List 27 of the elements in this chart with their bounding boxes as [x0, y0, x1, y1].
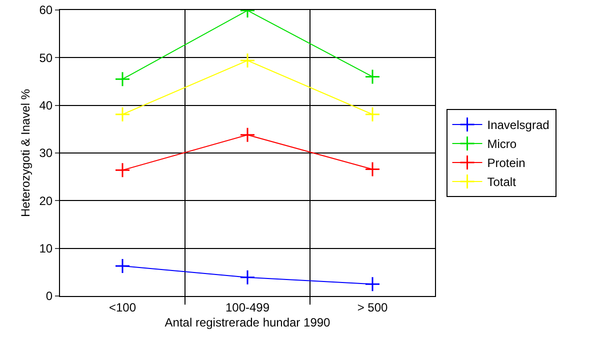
point: [114, 106, 130, 122]
point: [364, 276, 380, 292]
legend-label: Protein: [487, 156, 526, 170]
point: [240, 270, 256, 286]
y-tick-label: 60: [39, 3, 53, 18]
legend-label: Micro: [487, 137, 517, 152]
point: [114, 162, 130, 178]
point: [114, 258, 130, 274]
x-axis-title: Antal registrerade hundar 1990: [164, 315, 331, 330]
legend-label: Inavelsgrad: [487, 118, 550, 132]
x-tick-label: <100: [108, 300, 136, 314]
y-axis-title: Heterozygoti & Inavel %: [18, 88, 33, 218]
y-tick-label: 50: [39, 50, 53, 65]
point: [114, 71, 130, 87]
point: [364, 68, 380, 84]
y-tick-label: 10: [39, 242, 53, 256]
point: [240, 52, 256, 68]
point: [364, 106, 380, 122]
point: [240, 127, 256, 143]
y-tick-label: 0: [46, 289, 53, 304]
y-tick-label: 40: [39, 98, 53, 113]
point: [364, 161, 380, 177]
y-tick-label: 20: [39, 194, 53, 208]
x-tick-label: > 500: [357, 300, 388, 314]
x-tick-label: 100-499: [225, 300, 270, 314]
legend-label: Totalt: [487, 175, 517, 190]
y-tick-label: 30: [39, 146, 53, 160]
